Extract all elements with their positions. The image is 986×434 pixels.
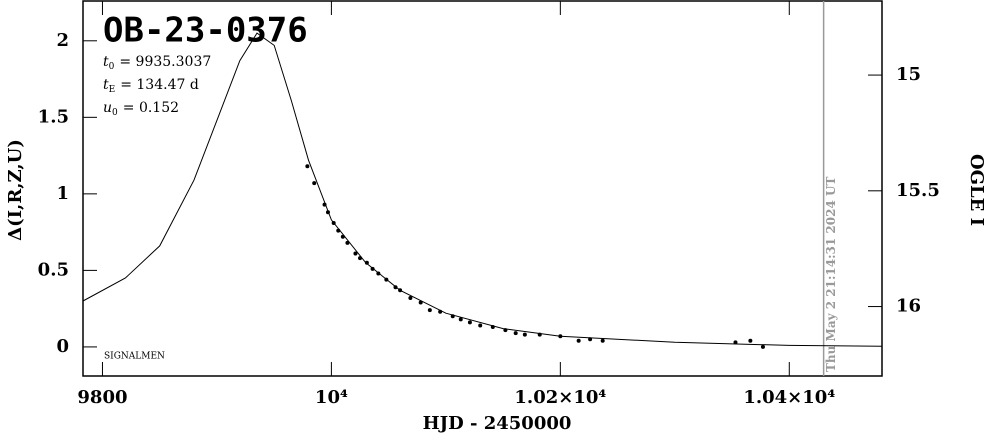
data-point xyxy=(427,308,432,313)
data-point xyxy=(370,266,375,271)
data-point xyxy=(393,285,398,290)
data-point xyxy=(336,228,341,233)
data-point xyxy=(458,317,463,322)
y-tick-label: 0 xyxy=(56,336,69,357)
x-tick-label: 1.02×10⁴ xyxy=(514,387,606,408)
data-point xyxy=(490,325,495,330)
data-point xyxy=(748,338,753,343)
chart-title: OB-23-0376 xyxy=(103,11,308,51)
annotation-sub: E xyxy=(109,85,116,95)
annotation: u0 = 0.152 xyxy=(103,100,179,118)
annotation-symbol: t xyxy=(103,77,109,93)
data-point xyxy=(325,210,330,215)
data-point xyxy=(558,334,563,339)
data-point xyxy=(450,314,455,319)
annotation: t0 = 9935.3037 xyxy=(103,54,211,72)
data-point xyxy=(312,181,317,186)
data-point xyxy=(760,344,765,349)
data-point xyxy=(418,300,423,305)
x-tick-label: 9800 xyxy=(77,387,127,408)
data-point xyxy=(398,288,403,293)
y2-tick-label: 16 xyxy=(896,296,921,317)
annotation-text: = 134.47 d xyxy=(120,77,199,93)
data-point xyxy=(340,234,345,239)
y-tick-label: 0.5 xyxy=(38,259,69,280)
data-point xyxy=(438,309,443,314)
data-point xyxy=(478,323,483,328)
annotation-text: = 9935.3037 xyxy=(119,54,211,70)
x-tick-label: 1.04×10⁴ xyxy=(743,387,835,408)
data-point xyxy=(600,338,605,343)
y2-axis-title: OGLE I xyxy=(966,154,986,226)
data-point xyxy=(513,331,518,336)
data-point xyxy=(322,202,327,207)
annotation-sub: 0 xyxy=(112,108,118,118)
data-point xyxy=(537,332,542,337)
y2-tick-label: 15.5 xyxy=(896,180,940,201)
annotation-sub: 0 xyxy=(109,62,115,72)
data-point xyxy=(588,337,593,342)
model-curve xyxy=(82,32,883,347)
data-point xyxy=(384,277,389,282)
x-axis-title: HJD - 2450000 xyxy=(423,413,572,434)
y-tick-label: 2 xyxy=(56,30,69,51)
annotation-symbol: u xyxy=(103,100,112,116)
footer: SIGNALMEN xyxy=(104,352,165,362)
data-point xyxy=(733,340,738,345)
data-point xyxy=(503,328,508,333)
y-tick-label: 1.5 xyxy=(38,106,69,127)
data-point xyxy=(576,338,581,343)
data-point xyxy=(345,240,350,245)
data-point xyxy=(358,256,363,261)
annotation: tE = 134.47 d xyxy=(103,77,199,95)
data-point xyxy=(331,220,336,225)
x-tick-label: 10⁴ xyxy=(315,387,348,408)
data-point xyxy=(467,320,472,325)
data-point xyxy=(408,295,413,300)
annotation-symbol: t xyxy=(103,54,109,70)
plot-frame xyxy=(82,0,883,377)
data-point xyxy=(376,271,381,276)
y-axis-title: Δ(I,R,Z,U) xyxy=(5,139,26,241)
data-point xyxy=(364,260,369,265)
data-point xyxy=(522,332,527,337)
marker-label: Thu May 2 21:14:31 2024 UT xyxy=(824,177,838,372)
y-tick-label: 1 xyxy=(56,183,69,204)
y2-tick-label: 15 xyxy=(896,64,921,85)
annotation-text: = 0.152 xyxy=(123,100,179,116)
data-point xyxy=(353,251,358,256)
data-point xyxy=(305,164,310,169)
